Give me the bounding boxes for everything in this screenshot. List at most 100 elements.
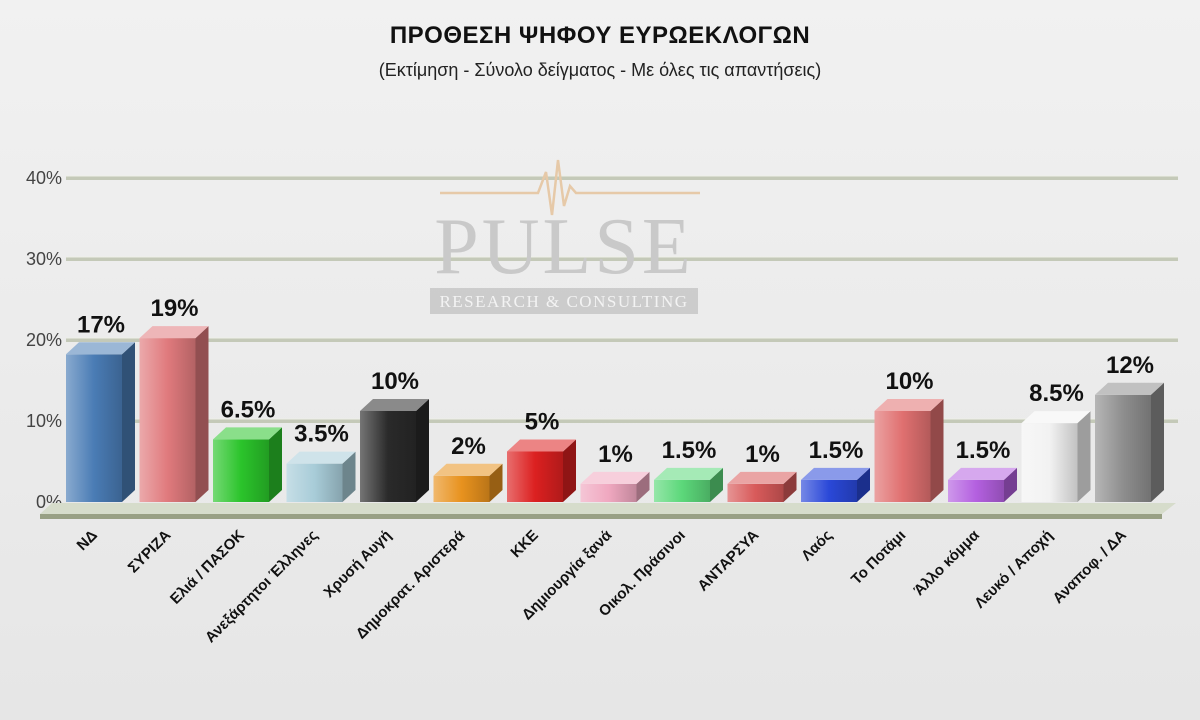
category-label: Λαός: [798, 527, 836, 565]
bar-front: [727, 483, 784, 502]
bars-group: [66, 326, 1164, 502]
bar-top: [1021, 411, 1091, 424]
value-label: 6.5%: [221, 396, 276, 423]
category-label: Λευκό / Αποχή: [971, 527, 1056, 612]
bar: [1021, 411, 1091, 502]
bar-side: [563, 439, 576, 502]
bar: [874, 399, 944, 502]
y-axis-ticks: 0%10%20%30%40%: [26, 168, 62, 512]
value-label: 10%: [885, 368, 933, 395]
pulse-line-icon: [440, 159, 700, 216]
bar: [286, 451, 356, 502]
value-label: 10%: [371, 368, 419, 395]
bar: [66, 342, 135, 502]
value-label: 8.5%: [1029, 380, 1084, 407]
bar: [801, 467, 870, 502]
bar-top: [948, 467, 1017, 480]
y-tick-label: 40%: [26, 168, 62, 188]
category-label: ΝΔ: [74, 527, 101, 554]
watermark-band: [430, 288, 698, 314]
bar-top: [433, 463, 503, 476]
value-label: 5%: [525, 409, 560, 436]
category-label: ΣΥΡΙΖΑ: [125, 527, 175, 577]
category-label: Άλλο κόμμα: [911, 526, 984, 599]
value-label: 1%: [745, 441, 780, 468]
bar-front: [1095, 394, 1151, 502]
bar-side: [342, 451, 356, 502]
bar-front: [801, 479, 857, 502]
value-label: 1.5%: [809, 437, 864, 464]
value-label: 1.5%: [662, 437, 717, 464]
bar-top: [66, 342, 135, 355]
value-label: 1.5%: [956, 437, 1011, 464]
bar: [1095, 382, 1164, 502]
value-label: 17%: [77, 311, 125, 338]
bar: [213, 427, 282, 502]
value-label: 19%: [150, 295, 198, 322]
bar: [727, 471, 797, 502]
bar-top: [213, 427, 282, 440]
bar-front: [139, 338, 196, 502]
category-label: Χρυσή Αυγή: [320, 527, 394, 601]
bar-top: [139, 326, 209, 339]
y-tick-label: 20%: [26, 330, 62, 350]
bar: [507, 439, 576, 502]
floor-edge: [40, 514, 1162, 519]
bar-side: [710, 467, 723, 502]
bar-side: [1004, 467, 1017, 502]
bar-front: [213, 439, 269, 502]
bar-top: [801, 467, 870, 480]
bar-side: [636, 471, 650, 502]
bar-side: [857, 467, 870, 502]
floor-top: [40, 503, 1176, 514]
bar-side: [489, 463, 503, 502]
bar: [360, 399, 429, 502]
category-label: Αναποφ. / ΔΑ: [1050, 527, 1130, 607]
bar-front: [580, 483, 637, 502]
value-labels: 17% 19% 6.5% 3.5% 10% 2% 5% 1% 1.5% 1% 1.5% 10% 1.5%…: [77, 295, 1154, 468]
bar: [654, 467, 723, 502]
bar-top: [580, 471, 650, 484]
bar: [433, 463, 503, 502]
pulse-watermark: PULSE RESEARCH & CONSULTING: [430, 159, 700, 314]
category-label: Το Ποτάμι: [848, 527, 909, 588]
bar-front: [433, 475, 490, 502]
bar-top: [360, 399, 429, 411]
bar-front: [286, 463, 343, 502]
bar-side: [1077, 411, 1091, 502]
bar-top: [874, 399, 944, 411]
bar-top: [507, 439, 576, 452]
bar: [139, 326, 209, 502]
category-label: ΑΝΤΑΡΣΥΑ: [694, 527, 762, 595]
bar-side: [195, 326, 209, 502]
bar-side: [1151, 382, 1164, 502]
bar-top: [286, 451, 356, 464]
bar-side: [930, 399, 944, 502]
gridlines: [66, 175, 1178, 423]
bar-front: [507, 451, 563, 502]
y-tick-label: 30%: [26, 249, 62, 269]
bar: [580, 471, 650, 502]
bar-front: [66, 354, 122, 502]
bar-front: [360, 411, 416, 502]
bar-front: [874, 411, 931, 502]
chart-title: ΠΡΟΘΕΣΗ ΨΗΦΟΥ ΕΥΡΩΕΚΛΟΓΩΝ: [389, 22, 811, 49]
bar-side: [783, 471, 797, 502]
watermark-tagline: RESEARCH & CONSULTING: [439, 292, 688, 311]
chart-floor: [40, 503, 1176, 519]
value-label: 12%: [1106, 352, 1154, 379]
chart-subtitle: (Εκτίμηση - Σύνολο δείγματος - Με όλες τ…: [378, 60, 822, 80]
watermark-brand: PULSE: [434, 203, 694, 291]
bar-front: [1021, 423, 1078, 502]
bar-front: [948, 479, 1004, 502]
category-label: Ελιά / ΠΑΣΟΚ: [167, 527, 248, 608]
value-label: 1%: [598, 441, 633, 468]
bar-top: [1095, 382, 1164, 395]
bar-side: [416, 399, 429, 502]
bar-side: [122, 342, 135, 502]
bar-top: [654, 467, 723, 480]
y-tick-label: 10%: [26, 411, 62, 431]
